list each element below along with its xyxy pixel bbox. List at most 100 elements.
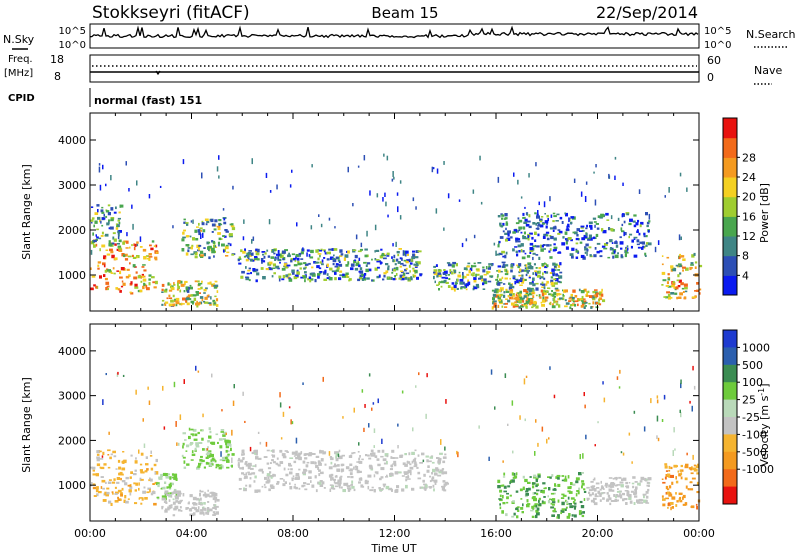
power-echo-cell (447, 193, 450, 199)
vel-echo-cell (96, 463, 101, 467)
power-echo-cell (253, 270, 257, 273)
power-echo-cell (594, 247, 597, 250)
power-echo-cell (110, 218, 114, 222)
power-echo-cell (535, 273, 538, 277)
vel-echo-cell (634, 491, 638, 495)
power-echo-cell (297, 255, 301, 257)
vel-echo-cell (667, 488, 670, 491)
vel-echo-cell (175, 493, 178, 496)
power-echo-cell (374, 250, 376, 253)
power-echo-cell (255, 252, 260, 256)
power-echo-cell (132, 264, 136, 268)
power-echo-cell (528, 276, 531, 279)
power-echo-cell (296, 222, 298, 227)
power-echo-cell (585, 227, 588, 230)
vel-echo-cell (201, 511, 205, 514)
vel-colorbar-segment (723, 382, 737, 401)
power-echo-cell (248, 279, 251, 282)
vel-echo-cell (427, 465, 430, 468)
vel-echo-cell (199, 511, 203, 515)
power-echo-cell (495, 278, 498, 281)
vel-echo-cell (569, 505, 574, 509)
power-echo-cell (303, 262, 307, 265)
power-echo-cell (492, 293, 497, 297)
vel-echo-cell (689, 481, 693, 484)
vel-echo-cell (298, 468, 301, 471)
vel-echo-cell (524, 478, 528, 483)
power-echo-cell (133, 243, 136, 246)
vel-echo-cell (291, 451, 296, 455)
power-echo-cell (562, 236, 565, 239)
power-echo-cell (586, 251, 588, 256)
power-echo-cell (525, 237, 528, 240)
power-echo-cell (395, 258, 399, 262)
power-echo-cell (594, 199, 597, 206)
power-echo-cell (595, 223, 599, 225)
power-echo-cell (181, 248, 185, 252)
power-echo-cell (309, 272, 314, 276)
power-echo-cell (268, 219, 271, 225)
power-ytick-label: 1000 (58, 269, 86, 282)
vel-echo-cell (627, 494, 632, 498)
vel-echo-cell (669, 502, 674, 505)
power-echo-cell (307, 278, 309, 281)
vel-echo-cell (531, 515, 535, 518)
vel-echo-cell (261, 485, 264, 488)
power-echo-cell (367, 262, 371, 265)
vel-echo-cell (351, 452, 354, 455)
power-echo-cell (596, 242, 601, 245)
vel-echo-cell (637, 501, 640, 504)
vel-echo-cell (567, 496, 570, 500)
power-echo-cell (216, 290, 219, 293)
power-colorbar-tick-label: 24 (742, 171, 756, 184)
power-echo-cell (549, 227, 554, 230)
vel-echo-cell (604, 484, 608, 487)
power-echo-cell (552, 303, 554, 306)
vel-echo-cell (540, 491, 544, 493)
power-echo-cell (122, 282, 126, 286)
power-echo-cell (531, 289, 535, 293)
vel-echo-cell (573, 507, 576, 510)
power-echo-cell (97, 209, 99, 213)
power-echo-cell (213, 244, 215, 248)
power-echo-cell (543, 277, 546, 280)
vel-echo-cell (304, 457, 308, 460)
vel-echo-cell (535, 419, 537, 423)
vel-echo-cell (177, 493, 181, 497)
vel-echo-cell (226, 441, 229, 444)
power-echo-cell (141, 266, 145, 268)
vel-echo-cell (664, 463, 668, 466)
power-echo-cell (466, 273, 470, 276)
power-echo-cell (534, 244, 537, 248)
vel-echo-cell (320, 450, 324, 453)
vel-colorbar-segment (723, 364, 737, 383)
power-echo-cell (338, 260, 341, 263)
power-echo-cell (518, 226, 523, 230)
vel-echo-cell (353, 466, 355, 470)
power-echo-cell (584, 247, 588, 251)
vel-echo-cell (668, 485, 672, 489)
power-echo-cell (177, 282, 179, 287)
power-echo-cell (110, 175, 112, 181)
power-echo-cell (483, 273, 487, 276)
power-echo-cell (514, 246, 518, 248)
vel-echo-cell (628, 432, 631, 436)
power-echo-cell (386, 252, 390, 256)
vel-echo-cell (333, 480, 336, 484)
vel-echo-cell (501, 510, 504, 514)
power-echo-cell (676, 296, 679, 300)
vel-echo-cell (291, 478, 294, 482)
power-echo-cell (580, 254, 585, 258)
vel-echo-cell (300, 451, 303, 455)
power-echo-cell (329, 267, 333, 271)
power-echo-cell (213, 302, 216, 305)
power-echo-cell (675, 286, 679, 290)
vel-echo-cell (392, 463, 394, 465)
power-echo-cell (399, 180, 402, 184)
power-echo-cell (513, 297, 517, 300)
power-echo-cell (106, 222, 110, 226)
vel-echo-cell (564, 475, 567, 479)
vel-echo-cell (696, 491, 700, 494)
vel-echo-cell (330, 487, 334, 490)
